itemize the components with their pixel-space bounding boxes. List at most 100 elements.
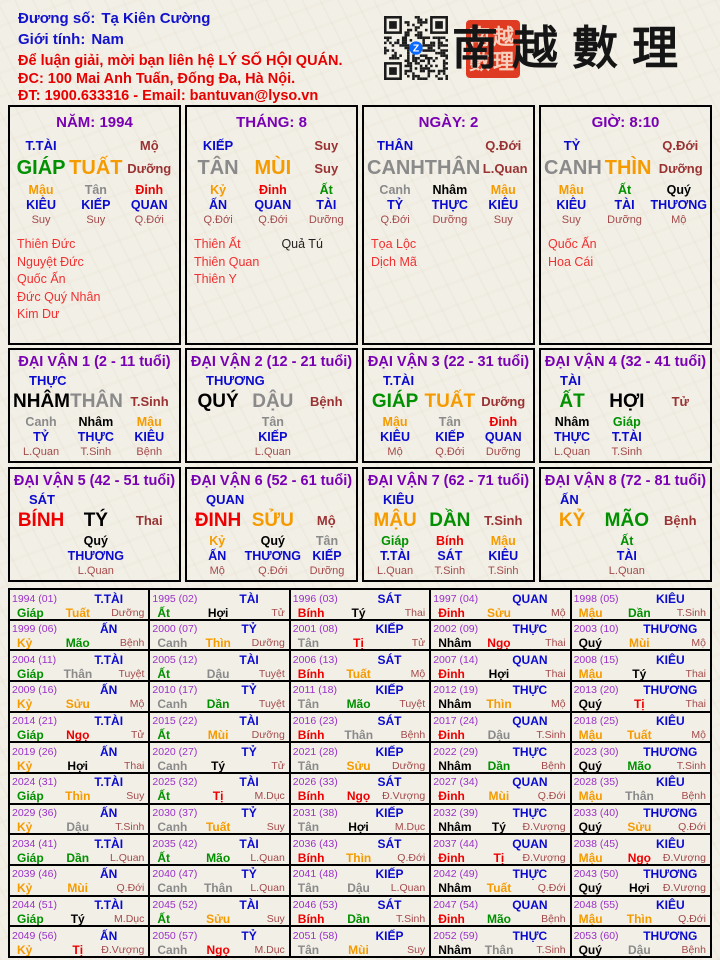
hidden-stem: Kỷ (209, 534, 226, 548)
year-top-row: 2022 (29) THỰC (433, 744, 567, 759)
dai-van-title: ĐẠI VẬN 1 (2 - 11 tuổi) (18, 354, 171, 370)
hidden-god: KIÊU (556, 198, 587, 212)
year-top-row: 2033 (40) THƯƠNG (574, 806, 708, 821)
year-stage: Suy (126, 790, 145, 803)
pillars-row: NĂM: 1994 T.TÀI Mộ GIÁP TUẤT Dưỡng Mậu KIÊU Suy T… (8, 105, 712, 345)
year-branch: Tý (491, 820, 506, 834)
year-cell: 2050 (57) TỶ Canh Ngọ M.Dục (150, 927, 289, 956)
year-label: 2015 (22) (152, 715, 198, 728)
year-top-row: 2051 (58) KIẾP (293, 928, 427, 943)
dai-van-god: SÁT (29, 492, 55, 507)
year-bottom-row: Quý Mão T.Sinh (574, 759, 708, 772)
year-god: SÁT (377, 714, 402, 729)
year-branch: Thân (625, 789, 654, 803)
year-stage: Thai (404, 606, 426, 619)
dai-van-box: ĐẠI VẬN 2 (12 - 21 tuổi) THƯƠNG QUÝ DẬU Bệnh… (185, 348, 358, 463)
year-bottom-row: Tân Mùi Suy (293, 943, 427, 956)
year-branch: Hợi (207, 605, 229, 619)
year-branch: Dậu (487, 728, 511, 742)
hidden-stage: Dưỡng (309, 565, 345, 577)
year-label: 2001 (08) (292, 623, 338, 636)
year-cell: 2022 (29) THỰC Nhâm Dần Bệnh (431, 743, 570, 772)
year-branch: Mão (65, 636, 90, 650)
hidden-stage: Mộ (209, 565, 225, 577)
hidden-god: QUAN (130, 198, 168, 212)
hidden-god: TỶ (387, 198, 404, 212)
hidden-stage: Dưỡng (432, 214, 468, 226)
year-label: 2031 (38) (292, 807, 338, 820)
year-top-row: 2050 (57) TỶ (152, 928, 286, 943)
year-top-row: 2042 (49) THỰC (433, 867, 567, 882)
hidden-stems-row: Mậu KIÊU Mộ Tân KIẾP Q.Đới Đinh QUAN Dưỡng (367, 414, 530, 459)
hidden-stage: T.Sinh (611, 446, 643, 458)
year-branch: Thân (203, 881, 233, 895)
dai-van-god: ẤN (560, 492, 579, 507)
pillar-main-row: TÂN MÙI Suy (190, 155, 353, 182)
year-stage: Thai (123, 759, 145, 772)
hidden-stage: T.Sinh (434, 565, 466, 577)
year-bottom-row: Giáp Thìn Suy (12, 789, 146, 803)
dai-van-main-row: ẤT HỢI Tử (544, 389, 707, 414)
year-stage: Tuyệt (399, 698, 426, 711)
dai-van-stem: BÍNH (17, 510, 65, 531)
stars-area: Thiên Đức Nguyệt Đức Quốc Ấn Đức Quý Nhân Ki… (13, 236, 176, 324)
year-branch: Ngọ (627, 850, 652, 864)
year-label: 2019 (26) (12, 745, 57, 758)
year-god: ẤN (100, 622, 118, 637)
year-bottom-row: Bính Tý Thai (293, 606, 427, 619)
year-branch: Ngọ (346, 789, 371, 803)
hidden-stem-cell (654, 414, 707, 459)
year-god: QUAN (512, 898, 548, 913)
year-label: 2022 (29) (433, 745, 479, 758)
dai-van-title: ĐẠI VẬN 5 (42 - 51 tuổi) (13, 473, 176, 489)
year-stem: Kỷ (17, 881, 33, 895)
year-cell: 2013 (20) THƯƠNG Quý Tị Thai (571, 681, 710, 711)
year-top-row: 1998 (05) KIÊU (574, 591, 708, 606)
year-god: QUAN (512, 591, 548, 606)
year-god: KIÊU (655, 898, 685, 913)
hidden-stage: Dưỡng (607, 214, 642, 226)
dai-van-branch: HỢI (609, 391, 645, 412)
owner-label: Đương số: (18, 10, 96, 27)
year-label: 2051 (58) (292, 929, 338, 942)
year-stage: Mộ (410, 667, 426, 680)
year-top-row: 2032 (39) THỰC (433, 806, 567, 821)
year-label: 2048 (55) (573, 899, 619, 912)
year-branch: Tuất (486, 881, 512, 895)
year-god: QUAN (512, 836, 548, 851)
year-god: T.TÀI (94, 898, 124, 913)
year-stem: Mậu (578, 666, 603, 680)
year-bottom-row: Tân Mão Tuyệt (293, 697, 427, 711)
year-bottom-row: Giáp Tý M.Dục (12, 912, 146, 925)
hidden-stage: Suy (31, 214, 51, 226)
year-god: KIÊU (655, 775, 685, 790)
star-item: Thiên Y (194, 272, 237, 286)
year-stage: Đ.Vượng (522, 851, 566, 864)
dai-van-god: QUAN (206, 492, 245, 507)
year-stem: Mậu (578, 850, 603, 864)
year-label: 2003 (10) (573, 623, 619, 636)
year-cell: 2032 (39) THỰC Nhâm Tý Đ.Vượng (431, 804, 570, 834)
year-top-row: 2002 (09) THỰC (433, 622, 567, 637)
hidden-stem-cell: Mậu KIÊU T.Sinh (477, 533, 530, 578)
year-bottom-row: Nhâm Tuất Q.Đới (433, 881, 567, 895)
year-top-row: 2017 (24) QUAN (433, 714, 567, 729)
year-stem: Tân (297, 697, 320, 711)
year-bottom-row: Canh Tý Tử (152, 759, 286, 772)
year-stem: Kỷ (17, 636, 33, 650)
year-top-row: 2035 (42) TÀI (152, 836, 286, 851)
hidden-stem-cell (300, 414, 353, 459)
year-top-row: 2023 (30) THƯƠNG (574, 744, 708, 759)
hidden-god: THƯƠNG (67, 549, 125, 563)
year-branch: Tị (353, 636, 364, 650)
year-cell: 2031 (38) KIẾP Tân Hợi M.Dục (290, 804, 430, 834)
pillar-branch: TUẤT (69, 157, 123, 179)
year-god: SÁT (377, 775, 402, 790)
hidden-stem: Mậu (490, 534, 516, 548)
year-top-row: 2013 (20) THƯƠNG (574, 683, 708, 698)
year-cell: 2043 (50) THƯƠNG Quý Hợi Đ.Vượng (571, 865, 710, 895)
dai-van-stem: NHÂM (13, 391, 70, 412)
hidden-god: THƯƠNG (244, 549, 302, 563)
year-god: ẤN (100, 928, 118, 943)
year-branch: Mão (627, 758, 652, 772)
